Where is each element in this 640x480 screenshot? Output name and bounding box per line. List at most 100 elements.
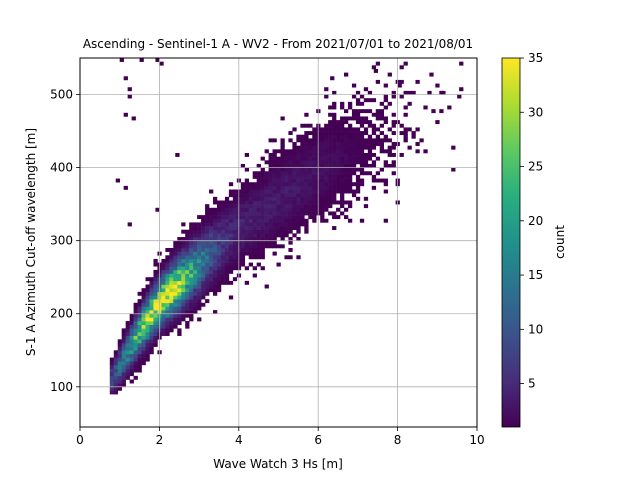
histogram-bin (181, 237, 186, 241)
histogram-bin (359, 149, 365, 154)
histogram-bin (197, 295, 202, 300)
histogram-bin (197, 280, 202, 285)
histogram-bin (185, 269, 190, 274)
histogram-bin (367, 134, 373, 139)
histogram-bin (300, 182, 305, 187)
histogram-bin (367, 123, 373, 128)
histogram-bin (308, 138, 313, 143)
histogram-bin (165, 295, 170, 300)
histogram-bin (145, 332, 150, 336)
histogram-bin (133, 357, 138, 362)
histogram-bin (213, 280, 218, 285)
histogram-bin (252, 229, 257, 234)
histogram-bin (216, 204, 222, 209)
histogram-bin (252, 273, 257, 278)
histogram-bin (367, 90, 373, 95)
histogram-bin (355, 142, 361, 146)
histogram-bin (141, 332, 146, 336)
histogram-bin (296, 222, 301, 227)
histogram-bin (248, 207, 253, 212)
histogram-bin (145, 350, 150, 355)
histogram-bin (189, 310, 194, 315)
histogram-bin (312, 156, 317, 161)
histogram-bin (312, 145, 317, 150)
histogram-bin (336, 131, 341, 136)
histogram-bin (232, 247, 238, 252)
histogram-bin (296, 211, 301, 216)
histogram-bin (351, 138, 357, 143)
histogram-bin (169, 310, 174, 315)
histogram-bin (320, 138, 325, 143)
histogram-bin (181, 247, 186, 252)
histogram-bin (149, 313, 154, 318)
histogram-bin (351, 131, 357, 136)
histogram-bin (344, 116, 349, 121)
histogram-bin (312, 134, 317, 139)
histogram-bin (304, 142, 309, 146)
histogram-bin (169, 280, 174, 285)
histogram-bin (264, 207, 269, 212)
histogram-bin (129, 350, 134, 355)
histogram-bin (141, 310, 146, 315)
histogram-bin (276, 222, 281, 227)
histogram-bin (205, 233, 210, 238)
histogram-bin (252, 204, 257, 209)
colorbar-tick-label: 5 (528, 377, 536, 391)
histogram-bin (185, 240, 190, 245)
histogram-bin (141, 350, 146, 355)
histogram-bin (161, 302, 166, 307)
histogram-bin (177, 258, 182, 263)
histogram-bin (387, 149, 392, 154)
histogram-bin (181, 269, 186, 274)
histogram-bin (201, 233, 206, 238)
histogram-bin (232, 244, 238, 249)
histogram-bin (288, 196, 293, 201)
histogram-bin (256, 193, 261, 198)
histogram-bin (347, 160, 353, 165)
histogram-bin (165, 321, 170, 325)
histogram-bin (304, 189, 309, 194)
histogram-bin (296, 218, 301, 223)
histogram-bin (161, 299, 166, 304)
histogram-bin (153, 258, 158, 263)
histogram-bin (205, 277, 210, 282)
histogram-bin (312, 178, 317, 183)
histogram-bin (296, 226, 301, 231)
histogram-bin (296, 182, 301, 187)
histogram-bin (344, 163, 349, 168)
histogram-bin (117, 342, 122, 347)
histogram-bin (240, 229, 246, 234)
histogram-bin (336, 178, 341, 183)
histogram-bin (173, 291, 178, 296)
histogram-bin (153, 306, 158, 311)
histogram-bin (129, 364, 134, 369)
histogram-bin (189, 233, 194, 238)
histogram-bin (185, 266, 190, 271)
histogram-bin (113, 383, 119, 388)
histogram-bin (355, 120, 361, 125)
histogram-bin (324, 193, 329, 198)
histogram-bin (344, 149, 349, 154)
histogram-bin (296, 160, 301, 165)
histogram-bin (193, 229, 198, 234)
histogram-bin (165, 310, 170, 315)
histogram-bin (224, 240, 230, 245)
histogram-bin (304, 200, 309, 205)
histogram-bin (391, 120, 396, 125)
histogram-bin (292, 163, 297, 168)
histogram-bin (260, 204, 265, 209)
histogram-bin (332, 171, 337, 176)
histogram-bin (355, 156, 361, 161)
histogram-bin (169, 255, 174, 260)
histogram-bin (248, 196, 253, 201)
histogram-bin (340, 127, 345, 132)
histogram-bin (137, 299, 142, 304)
histogram-bin (169, 313, 174, 318)
histogram-bin (209, 233, 214, 238)
histogram-bin (260, 156, 265, 161)
histogram-bin (363, 87, 369, 92)
histogram-bin (264, 185, 269, 190)
histogram-bin (308, 145, 313, 150)
histogram-bin (328, 156, 333, 161)
histogram-bin (268, 185, 273, 190)
